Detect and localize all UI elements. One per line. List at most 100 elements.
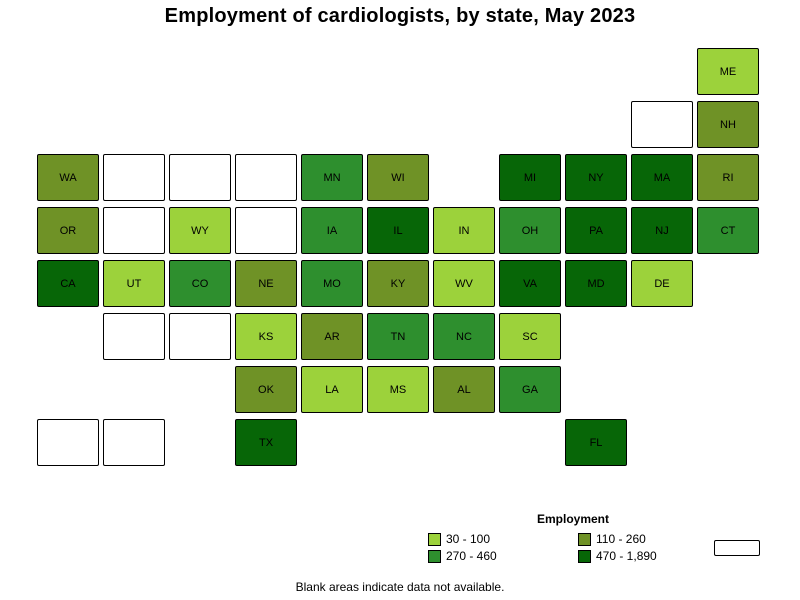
legend-item-3: 470 - 1,890 <box>578 549 718 563</box>
state-label: UT <box>126 277 142 290</box>
footnote: Blank areas indicate data not available. <box>295 580 505 594</box>
legend-label: 30 - 100 <box>446 532 491 546</box>
state-label: OR <box>59 224 77 237</box>
state-hi-no-data <box>103 419 165 466</box>
page-title: Employment of cardiologists, by state, M… <box>164 5 636 27</box>
state-ga: GA <box>499 366 561 413</box>
state-ks: KS <box>235 313 297 360</box>
state-label: WY <box>191 224 209 237</box>
state-vt-no-data <box>631 101 693 148</box>
legend-items: 30 - 100 110 - 260 270 - 460 470 - 1,890 <box>428 532 718 563</box>
state-nc: NC <box>433 313 495 360</box>
state-nm-no-data <box>169 313 231 360</box>
legend-item-1: 110 - 260 <box>578 532 718 546</box>
state-label: AL <box>457 383 471 396</box>
state-label: SC <box>522 330 538 343</box>
state-co: CO <box>169 260 231 307</box>
state-wv: WV <box>433 260 495 307</box>
state-nv-no-data <box>103 207 165 254</box>
legend-label: 270 - 460 <box>446 549 497 563</box>
legend-title: Employment <box>536 512 609 526</box>
state-label: NJ <box>655 224 669 237</box>
state-id-no-data <box>103 154 165 201</box>
state-ne: NE <box>235 260 297 307</box>
legend-swatch-icon <box>428 532 441 546</box>
state-me: ME <box>697 48 759 95</box>
state-label: DE <box>654 277 670 290</box>
state-ak-no-data <box>37 419 99 466</box>
state-il: IL <box>367 207 429 254</box>
state-label: KS <box>258 330 274 343</box>
state-ar: AR <box>301 313 363 360</box>
state-label: NC <box>456 330 472 343</box>
state-ut: UT <box>103 260 165 307</box>
state-ma: MA <box>631 154 693 201</box>
state-label: WV <box>455 277 473 290</box>
state-label: MO <box>323 277 341 290</box>
state-mn: MN <box>301 154 363 201</box>
state-wa: WA <box>37 154 99 201</box>
state-label: IN <box>458 224 470 237</box>
state-nj: NJ <box>631 207 693 254</box>
state-label: PA <box>589 224 603 237</box>
state-label: TX <box>258 436 274 449</box>
state-label: NH <box>720 118 736 131</box>
state-label: KY <box>390 277 406 290</box>
state-az-no-data <box>103 313 165 360</box>
state-ca: CA <box>37 260 99 307</box>
state-la: LA <box>301 366 363 413</box>
legend-swatch-icon <box>578 549 591 563</box>
state-nd-no-data <box>235 154 297 201</box>
state-label: CT <box>720 224 736 237</box>
state-label: FL <box>589 436 603 449</box>
state-ia: IA <box>301 207 363 254</box>
state-pa: PA <box>565 207 627 254</box>
state-label: RI <box>722 171 734 184</box>
state-label: NE <box>258 277 274 290</box>
state-al: AL <box>433 366 495 413</box>
state-ky: KY <box>367 260 429 307</box>
legend-label: 110 - 260 <box>596 532 646 546</box>
state-label: ME <box>719 65 737 78</box>
legend-item-0: 30 - 100 <box>428 532 568 546</box>
legend-swatch-icon <box>428 549 441 563</box>
state-tn: TN <box>367 313 429 360</box>
legend-swatch-icon <box>578 532 591 546</box>
state-label: NY <box>588 171 604 184</box>
state-label: LA <box>325 383 339 396</box>
state-wy: WY <box>169 207 231 254</box>
state-ok: OK <box>235 366 297 413</box>
state-label: GA <box>522 383 538 396</box>
state-wi: WI <box>367 154 429 201</box>
state-mt-no-data <box>169 154 231 201</box>
state-label: MI <box>523 171 537 184</box>
state-fl: FL <box>565 419 627 466</box>
state-de: DE <box>631 260 693 307</box>
state-sd-no-data <box>235 207 297 254</box>
state-tx: TX <box>235 419 297 466</box>
state-ri: RI <box>697 154 759 201</box>
state-label: IA <box>326 224 338 237</box>
state-mo: MO <box>301 260 363 307</box>
state-oh: OH <box>499 207 561 254</box>
state-or: OR <box>37 207 99 254</box>
legend-label: 470 - 1,890 <box>596 549 657 563</box>
state-mi: MI <box>499 154 561 201</box>
state-label: MS <box>389 383 407 396</box>
legend-item-2: 270 - 460 <box>428 549 568 563</box>
state-label: IL <box>393 224 403 237</box>
state-label: WI <box>391 171 405 184</box>
state-label: VA <box>523 277 537 290</box>
state-label: MN <box>323 171 341 184</box>
state-ms: MS <box>367 366 429 413</box>
state-label: OH <box>521 224 539 237</box>
state-ny: NY <box>565 154 627 201</box>
state-label: TN <box>390 330 406 343</box>
state-label: AR <box>324 330 340 343</box>
legend: Employment 30 - 100 110 - 260 270 - 460 470… <box>428 512 718 563</box>
state-label: WA <box>59 171 77 184</box>
state-pr-no-data <box>714 540 760 556</box>
state-va: VA <box>499 260 561 307</box>
state-label: OK <box>258 383 274 396</box>
